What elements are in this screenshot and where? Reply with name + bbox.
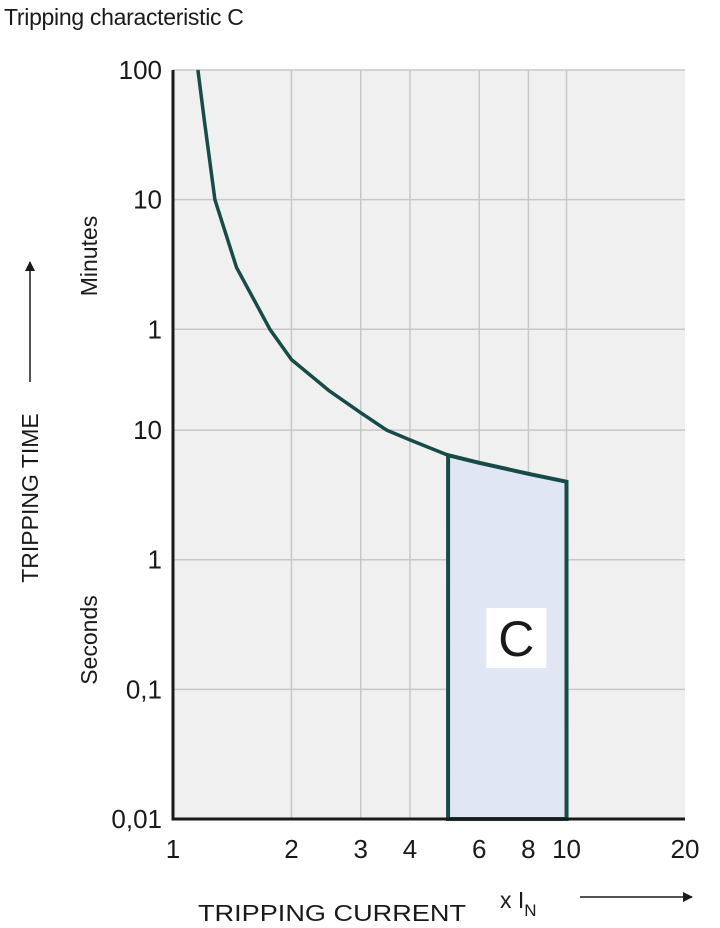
y-tick-label: 0,1: [126, 674, 162, 704]
x-tick-label: 4: [403, 834, 417, 864]
x-tick-label: 10: [552, 834, 581, 864]
chart-title: Tripping characteristic C: [4, 4, 244, 30]
region-label-background: [486, 608, 547, 668]
tripping-curve: [196, 69, 567, 484]
y-tick-label: 100: [119, 55, 162, 85]
x-axis-label: TRIPPING CURRENT: [198, 900, 466, 926]
x-unit: x IN: [500, 887, 537, 920]
x-tick-label: 6: [472, 834, 486, 864]
y-group-minutes: Minutes: [76, 216, 102, 297]
axes: [171, 70, 685, 821]
y-group-seconds: Seconds: [76, 595, 102, 685]
y-tick-label: 0,01: [111, 804, 162, 834]
y-tick-label: 10: [133, 185, 162, 215]
x-tick-label: 20: [671, 834, 700, 864]
x-tick-label: 8: [521, 834, 535, 864]
y-tick-label: 1: [148, 545, 162, 575]
plot-area: [173, 70, 685, 819]
x-tick-label: 2: [284, 834, 298, 864]
region-label: C: [498, 611, 534, 667]
y-tick-label: 10: [133, 415, 162, 445]
x-tick-label: 3: [354, 834, 368, 864]
y-axis-label: TRIPPING TIME: [17, 413, 43, 583]
y-tick-label: 1: [148, 314, 162, 344]
x-tick-label: 1: [166, 834, 180, 864]
